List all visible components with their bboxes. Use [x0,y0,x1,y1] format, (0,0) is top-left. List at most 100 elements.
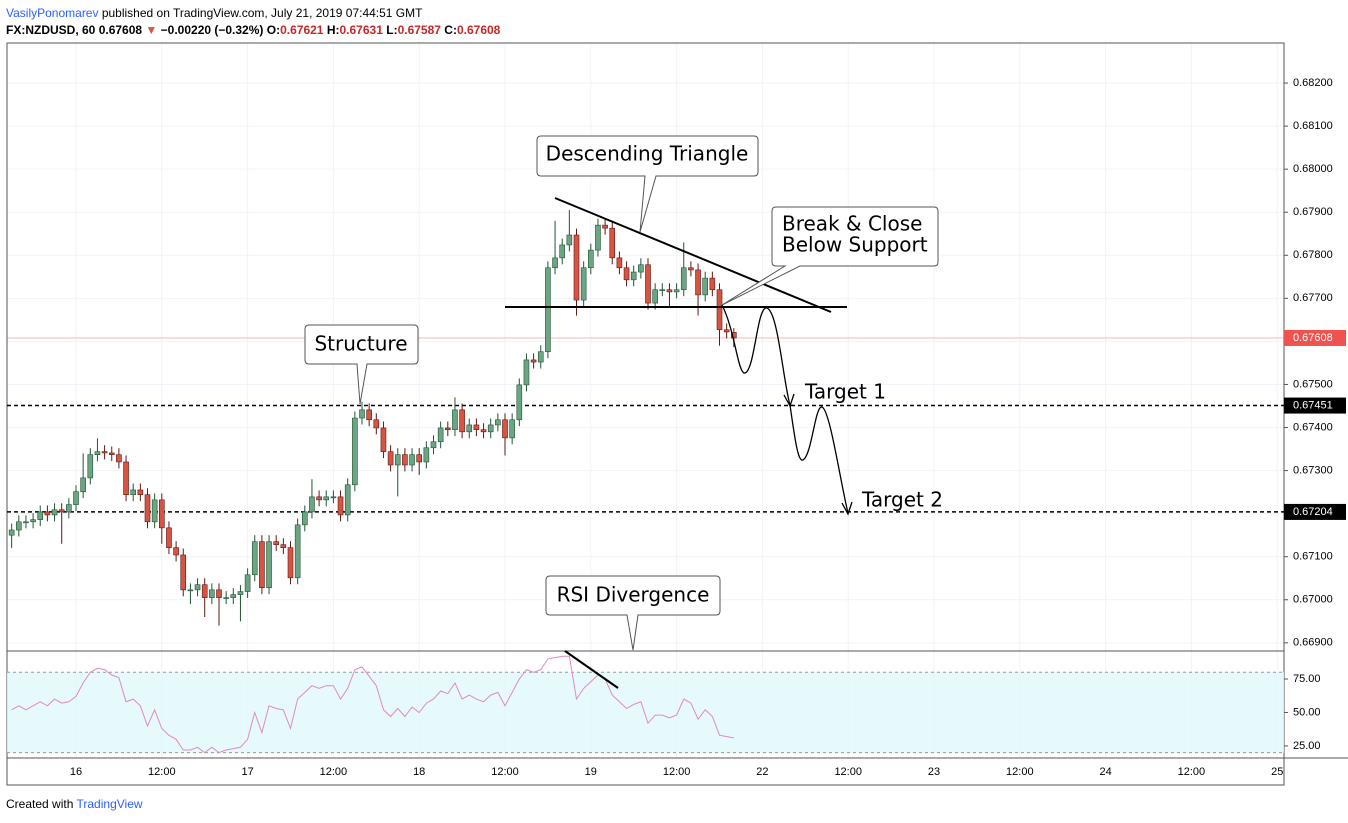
annotation: RSI Divergence [557,583,710,607]
x-tick-label: 17 [241,766,253,778]
candle-body [137,489,144,495]
callout-box [721,206,939,306]
candle-body [287,547,294,579]
candle-body [130,489,136,495]
candle-body [673,289,680,293]
hv: 0.67631 [339,23,383,37]
candle-body [394,454,401,466]
candle-body [15,521,22,531]
candle-body [566,234,573,246]
candle-body [723,329,730,333]
candle-body [573,234,580,301]
candle-body [323,496,330,501]
candle-body [201,584,208,598]
candle-body [366,409,372,421]
h: H: [326,23,340,37]
candle-body [251,541,258,576]
arrow: ▼ [145,23,158,37]
candle-body [495,419,501,426]
candle-body [316,496,322,501]
candle-body [373,419,380,429]
y-tick-label: 0.67100 [1293,551,1333,563]
candle-body [588,249,594,269]
author[interactable]: VasilyPonomarev [6,6,99,20]
l: L: [386,23,398,37]
candle-body [595,224,601,251]
candle-body [466,424,473,433]
candle-body [209,589,215,598]
candle-body [30,519,36,523]
annotation: Break & Close [782,212,922,236]
candle-body [37,511,44,520]
candle-body [344,484,351,516]
candle-body [66,504,72,513]
level-label-bg [1284,397,1346,414]
annotation: Descending Triangle [546,142,749,166]
candle-body [116,454,122,463]
level-label: 0.67204 [1293,506,1333,518]
candle-body [445,427,451,430]
candle-body [430,441,437,449]
candle-body [645,264,651,304]
frame [6,42,1285,786]
candle-body [216,589,222,598]
candle-body [659,289,666,292]
candle-body [666,289,673,293]
candle-body [280,544,287,548]
last: 0.67608 [98,23,143,37]
c: C: [444,23,457,37]
created: Created with [6,797,74,811]
data-layer: 16 12:00 17 12:00 18 12:00 19 12:00 22 12:00 23 12:… [7,77,1346,778]
candle-body [58,509,65,513]
candle-body [230,594,237,598]
cv: 0.67608 [456,23,501,37]
rsi-tick-label: 25.00 [1293,740,1321,752]
candle-body [73,491,79,505]
candle-body [559,244,566,259]
candle-body [516,384,523,421]
x-tick-label: 12:00 [663,766,691,778]
candle-body [23,521,29,524]
candle-body [702,277,709,296]
candle-body [194,584,201,591]
candle-body [259,541,265,589]
x-tick-label: 23 [928,766,940,778]
candle-body [509,419,515,439]
candle-body [266,541,272,589]
x-tick-label: 12:00 [491,766,519,778]
candle-body [652,289,658,304]
x-tick-label: 12:00 [148,766,176,778]
candle-body [158,499,165,529]
y-tick-label: 0.66900 [1293,637,1333,649]
candle-body [173,547,179,556]
symbol: FX:NZDUSD, 60 [6,23,96,37]
brand[interactable]: TradingView [76,797,143,811]
level-label-bg [1284,503,1346,520]
candle-body [301,511,308,526]
candle-body [459,409,465,433]
x-tick-label: 25 [1271,766,1283,778]
callout-box [536,135,759,233]
triangle-top [554,197,832,313]
candle-body [309,496,315,513]
x-tick-label: 16 [70,766,82,778]
last-price-label: 0.67608 [1293,332,1333,344]
level-label: 0.67451 [1293,399,1333,411]
callout-box [545,575,721,651]
candle-body [330,496,337,499]
candle-body [51,509,58,516]
candle-body [151,499,158,523]
callout-box [304,324,419,405]
candle-body [144,494,151,523]
candle-body [623,267,630,281]
arrowhead [783,393,795,408]
candle-body [108,452,115,455]
change: −0.00220 (−0.32%) [160,23,264,37]
y-tick-label: 0.67800 [1293,249,1333,261]
y-tick-label: 0.67900 [1293,206,1333,218]
candle-body [359,409,365,419]
candle-body [731,332,737,339]
candle-body [101,451,108,454]
annotation: Target 1 [804,380,886,404]
forecast-path [721,304,791,406]
